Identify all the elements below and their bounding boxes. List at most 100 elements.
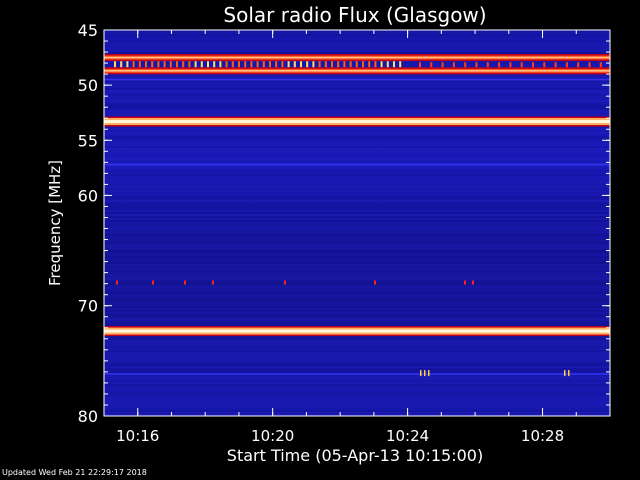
texture-row: [104, 314, 610, 316]
burst-pulse: [145, 61, 147, 68]
texture-row: [104, 110, 610, 112]
texture-row: [104, 358, 610, 360]
texture-row: [104, 402, 610, 404]
texture-row: [104, 168, 610, 170]
burst-dot: [568, 370, 570, 377]
texture-row: [104, 108, 610, 110]
texture-row: [104, 182, 610, 184]
texture-row: [104, 144, 610, 146]
texture-row: [104, 320, 610, 322]
y-tick-label: 55: [78, 131, 98, 150]
burst-dot: [116, 280, 118, 285]
burst-pulse: [380, 61, 383, 68]
burst-pulse: [281, 61, 284, 68]
texture-row: [104, 312, 610, 314]
burst-pulse: [132, 61, 135, 68]
texture-row: [104, 136, 610, 138]
texture-row: [104, 394, 610, 396]
burst-markers: [114, 61, 602, 377]
texture-row: [104, 392, 610, 394]
burst-pulse: [486, 62, 489, 68]
x-tick-label: 10:20: [251, 427, 294, 445]
texture-row: [104, 234, 610, 236]
texture-row: [104, 38, 610, 40]
texture-row: [104, 212, 610, 214]
texture-row: [104, 404, 610, 406]
texture-row: [104, 178, 610, 180]
texture-row: [104, 36, 610, 38]
texture-row: [104, 104, 610, 106]
y-tick-label: 80: [78, 407, 98, 426]
burst-pulse: [441, 62, 444, 68]
burst-pulse: [312, 61, 315, 68]
texture-row: [104, 52, 610, 54]
texture-row: [104, 188, 610, 190]
texture-row: [104, 268, 610, 270]
burst-pulse: [498, 62, 501, 68]
burst-pulse: [114, 61, 116, 68]
texture-row: [104, 376, 610, 378]
texture-row: [104, 336, 610, 338]
texture-row: [104, 194, 610, 196]
texture-row: [104, 400, 610, 402]
texture-row: [104, 370, 610, 372]
texture-row: [104, 224, 610, 226]
texture-row: [104, 186, 610, 188]
burst-pulse: [157, 61, 160, 68]
texture-row: [104, 348, 610, 350]
texture-row: [104, 130, 610, 132]
texture-row: [104, 146, 610, 148]
texture-row: [104, 276, 610, 278]
burst-pulse: [120, 61, 123, 68]
texture-row: [104, 86, 610, 88]
burst-pulse: [306, 61, 309, 68]
burst-pulse: [430, 62, 433, 68]
texture-row: [104, 34, 610, 36]
texture-row: [104, 180, 610, 182]
x-tick-label: 10:16: [116, 427, 159, 445]
burst-pulse: [374, 61, 377, 68]
burst-dot: [374, 280, 376, 285]
texture-row: [104, 76, 610, 78]
burst-pulse: [565, 62, 568, 68]
burst-pulse: [452, 62, 455, 68]
texture-row: [104, 242, 610, 244]
texture-row: [104, 84, 610, 86]
faint-line: [104, 78, 610, 81]
burst-pulse: [419, 62, 421, 68]
texture-row: [104, 42, 610, 44]
texture-row: [104, 128, 610, 130]
burst-pulse: [238, 61, 240, 68]
texture-row: [104, 228, 610, 230]
texture-row: [104, 346, 610, 348]
burst-pulse: [250, 61, 253, 68]
y-tick-label: 45: [78, 21, 98, 40]
texture-row: [104, 252, 610, 254]
texture-row: [104, 390, 610, 392]
burst-pulse: [225, 61, 228, 68]
burst-pulse: [188, 61, 191, 68]
texture-row: [104, 410, 610, 412]
texture-row: [104, 278, 610, 280]
texture-row: [104, 94, 610, 96]
texture-row: [104, 210, 610, 212]
texture-row: [104, 308, 610, 310]
texture-row: [104, 324, 610, 326]
y-axis-label: Frequency [MHz]: [46, 160, 64, 286]
burst-pulse: [399, 61, 402, 68]
texture-row: [104, 364, 610, 366]
texture-row: [104, 244, 610, 246]
texture-row: [104, 338, 610, 340]
texture-row: [104, 240, 610, 242]
x-axis: 10:16 10:20 10:24 10:28: [116, 30, 577, 445]
texture-row: [104, 292, 610, 294]
burst-pulse: [231, 61, 234, 68]
texture-row: [104, 140, 610, 142]
chart-title: Solar radio Flux (Glasgow): [223, 3, 486, 27]
x-tick-label: 10:28: [521, 427, 564, 445]
texture-row: [104, 232, 610, 234]
burst-pulse: [509, 62, 512, 68]
burst-pulse: [213, 61, 216, 68]
texture-row: [104, 294, 610, 296]
